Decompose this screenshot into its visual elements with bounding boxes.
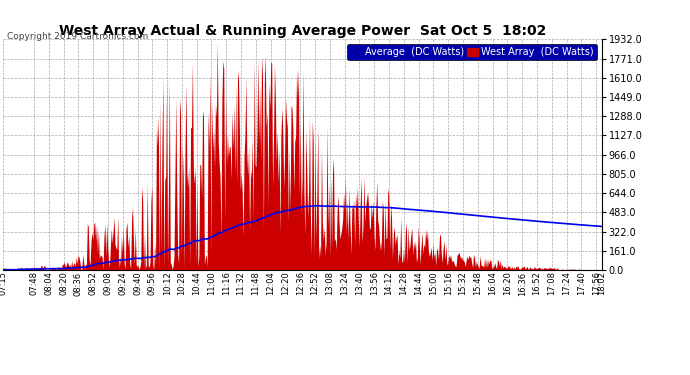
Title: West Array Actual & Running Average Power  Sat Oct 5  18:02: West Array Actual & Running Average Powe… xyxy=(59,24,546,38)
Text: Copyright 2019 Cartronics.com: Copyright 2019 Cartronics.com xyxy=(7,32,148,41)
Legend: Average  (DC Watts), West Array  (DC Watts): Average (DC Watts), West Array (DC Watts… xyxy=(347,44,597,60)
